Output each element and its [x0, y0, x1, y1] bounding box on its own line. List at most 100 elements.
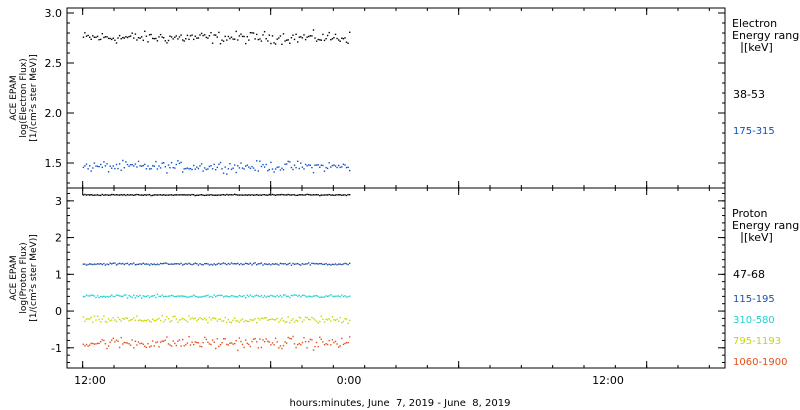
data-point [336, 166, 338, 169]
data-point [268, 168, 270, 171]
data-point [245, 262, 247, 264]
data-point [292, 194, 294, 196]
data-point [101, 263, 103, 266]
data-point [238, 337, 241, 339]
data-point [189, 194, 192, 196]
data-point [126, 297, 129, 299]
data-point [188, 296, 190, 298]
data-point [303, 34, 305, 36]
data-point [169, 194, 171, 196]
data-point [128, 294, 130, 297]
data-point [197, 318, 200, 321]
data-point [96, 295, 99, 297]
data-point [156, 293, 159, 296]
data-point [150, 194, 152, 197]
data-point [118, 163, 121, 165]
data-point [230, 168, 233, 170]
data-point [196, 37, 198, 39]
data-point [161, 314, 163, 317]
data-point [293, 194, 296, 196]
data-point [85, 318, 88, 320]
data-point [260, 40, 263, 42]
data-point [96, 263, 99, 265]
data-point [164, 262, 166, 264]
data-point [101, 193, 103, 196]
data-point [200, 163, 203, 165]
data-point [163, 194, 165, 196]
data-point [333, 319, 335, 321]
data-point [241, 343, 244, 346]
data-point [279, 262, 282, 265]
data-point [257, 347, 259, 349]
data-point [271, 318, 274, 320]
data-point [144, 30, 146, 32]
data-point [262, 194, 264, 196]
data-point [251, 264, 253, 266]
data-point [323, 344, 326, 346]
data-point [222, 296, 225, 298]
data-point [246, 320, 248, 322]
data-point [331, 38, 334, 40]
data-point [183, 40, 185, 42]
data-point [306, 296, 308, 298]
data-point [265, 38, 267, 40]
data-point [293, 263, 296, 265]
data-point [230, 342, 233, 344]
data-point [193, 164, 195, 167]
data-point [221, 39, 223, 41]
data-point [98, 166, 100, 168]
data-point [141, 194, 143, 196]
data-point [257, 38, 259, 41]
data-point [163, 295, 165, 298]
y-tick-label: 3 [55, 195, 62, 208]
data-point [191, 295, 193, 297]
data-point [309, 35, 311, 37]
data-point [292, 262, 294, 265]
data-point [93, 36, 96, 38]
data-point [161, 263, 163, 265]
electron-ylabel-line-2: log(Electron Flux) [19, 58, 29, 137]
data-point [153, 38, 155, 40]
data-point [224, 338, 226, 340]
data-point [219, 43, 222, 45]
data-point [111, 339, 113, 341]
data-point [249, 167, 252, 170]
data-point [256, 33, 258, 36]
data-point [325, 318, 327, 320]
data-point [270, 318, 272, 320]
data-point [213, 163, 215, 166]
data-point [87, 295, 89, 297]
data-point [93, 263, 96, 265]
data-point [103, 262, 105, 265]
data-point [234, 193, 236, 195]
data-point [200, 346, 203, 348]
data-point [148, 264, 151, 266]
data-point [170, 320, 173, 322]
data-point [183, 295, 185, 298]
data-point [163, 262, 165, 265]
data-point [172, 38, 174, 40]
data-point [93, 194, 96, 196]
data-point [333, 341, 335, 344]
data-point [163, 162, 165, 164]
data-point [166, 172, 168, 174]
data-point [276, 263, 278, 265]
data-point [126, 317, 129, 320]
data-point [125, 317, 127, 319]
data-point [333, 164, 335, 166]
data-point [93, 162, 96, 164]
data-point [196, 194, 198, 196]
data-point [90, 263, 92, 265]
data-point [241, 263, 244, 266]
data-point [254, 338, 256, 340]
data-point [257, 170, 259, 172]
proton-ylabel-line-3: [1/(cm²s ster MeV)] [29, 234, 39, 321]
data-point [194, 341, 196, 343]
proton-legend-title-2: Energy range [732, 219, 800, 232]
data-point [120, 169, 122, 171]
data-point [249, 194, 252, 196]
data-point [197, 167, 200, 170]
data-point [345, 166, 348, 169]
data-point [243, 35, 245, 38]
data-point [213, 294, 215, 296]
